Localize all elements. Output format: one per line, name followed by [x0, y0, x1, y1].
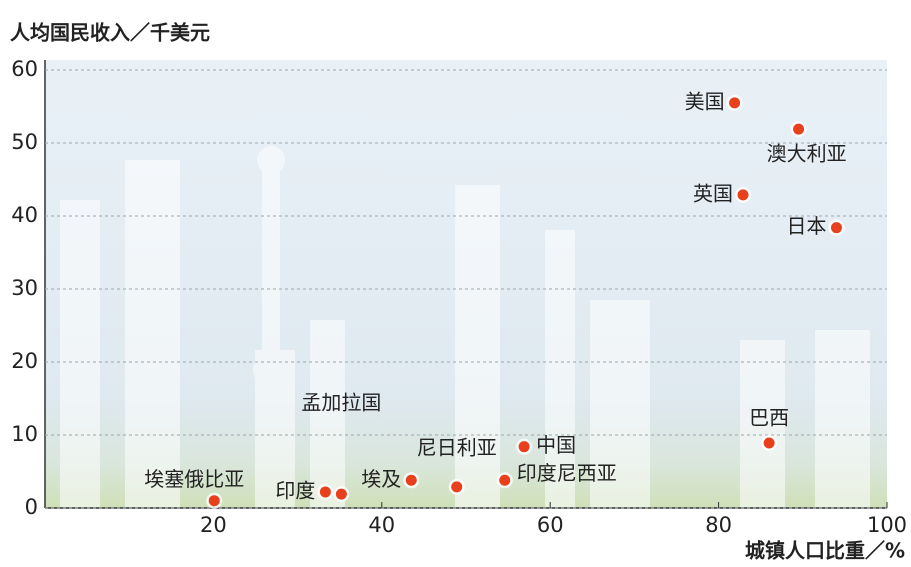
point-label: 美国	[685, 89, 725, 113]
point-label: 澳大利亚	[767, 142, 847, 166]
y-tick-label: 60	[11, 57, 38, 81]
y-tick-label: 50	[11, 130, 38, 154]
y-tick-label: 30	[11, 276, 38, 300]
point-label: 孟加拉国	[301, 391, 381, 415]
x-tick-label: 80	[705, 513, 732, 537]
point	[763, 437, 775, 449]
point	[737, 189, 749, 201]
y-tick-label: 20	[11, 349, 38, 373]
point-label: 埃塞俄比亚	[144, 467, 244, 491]
y-tick-label: 0	[25, 495, 38, 519]
point	[405, 474, 417, 486]
point-label: 埃及	[361, 467, 401, 491]
point	[451, 481, 463, 493]
x-tick-label: 20	[200, 513, 227, 537]
point	[830, 222, 842, 234]
point	[335, 488, 347, 500]
y-tick-label: 10	[11, 422, 38, 446]
x-axis-title: 城镇人口比重／%	[745, 539, 905, 563]
point	[208, 495, 220, 507]
point-label: 印度	[275, 478, 315, 502]
point	[518, 441, 530, 453]
point-label: 尼日利亚	[417, 435, 497, 459]
point-label: 巴西	[749, 406, 789, 430]
point-label: 中国	[536, 433, 576, 457]
point	[793, 123, 805, 135]
point-label: 英国	[693, 181, 733, 205]
skyline-decoration	[60, 146, 870, 508]
point	[499, 474, 511, 486]
point-label: 日本	[786, 214, 826, 238]
x-tick-label: 100	[867, 513, 907, 537]
point	[729, 97, 741, 109]
point-label: 印度尼西亚	[517, 461, 617, 485]
y-tick-label: 40	[11, 203, 38, 227]
x-tick-label: 40	[368, 513, 395, 537]
point	[319, 486, 331, 498]
y-axis-title: 人均国民收入／千美元	[10, 21, 210, 45]
x-tick-label: 60	[537, 513, 564, 537]
